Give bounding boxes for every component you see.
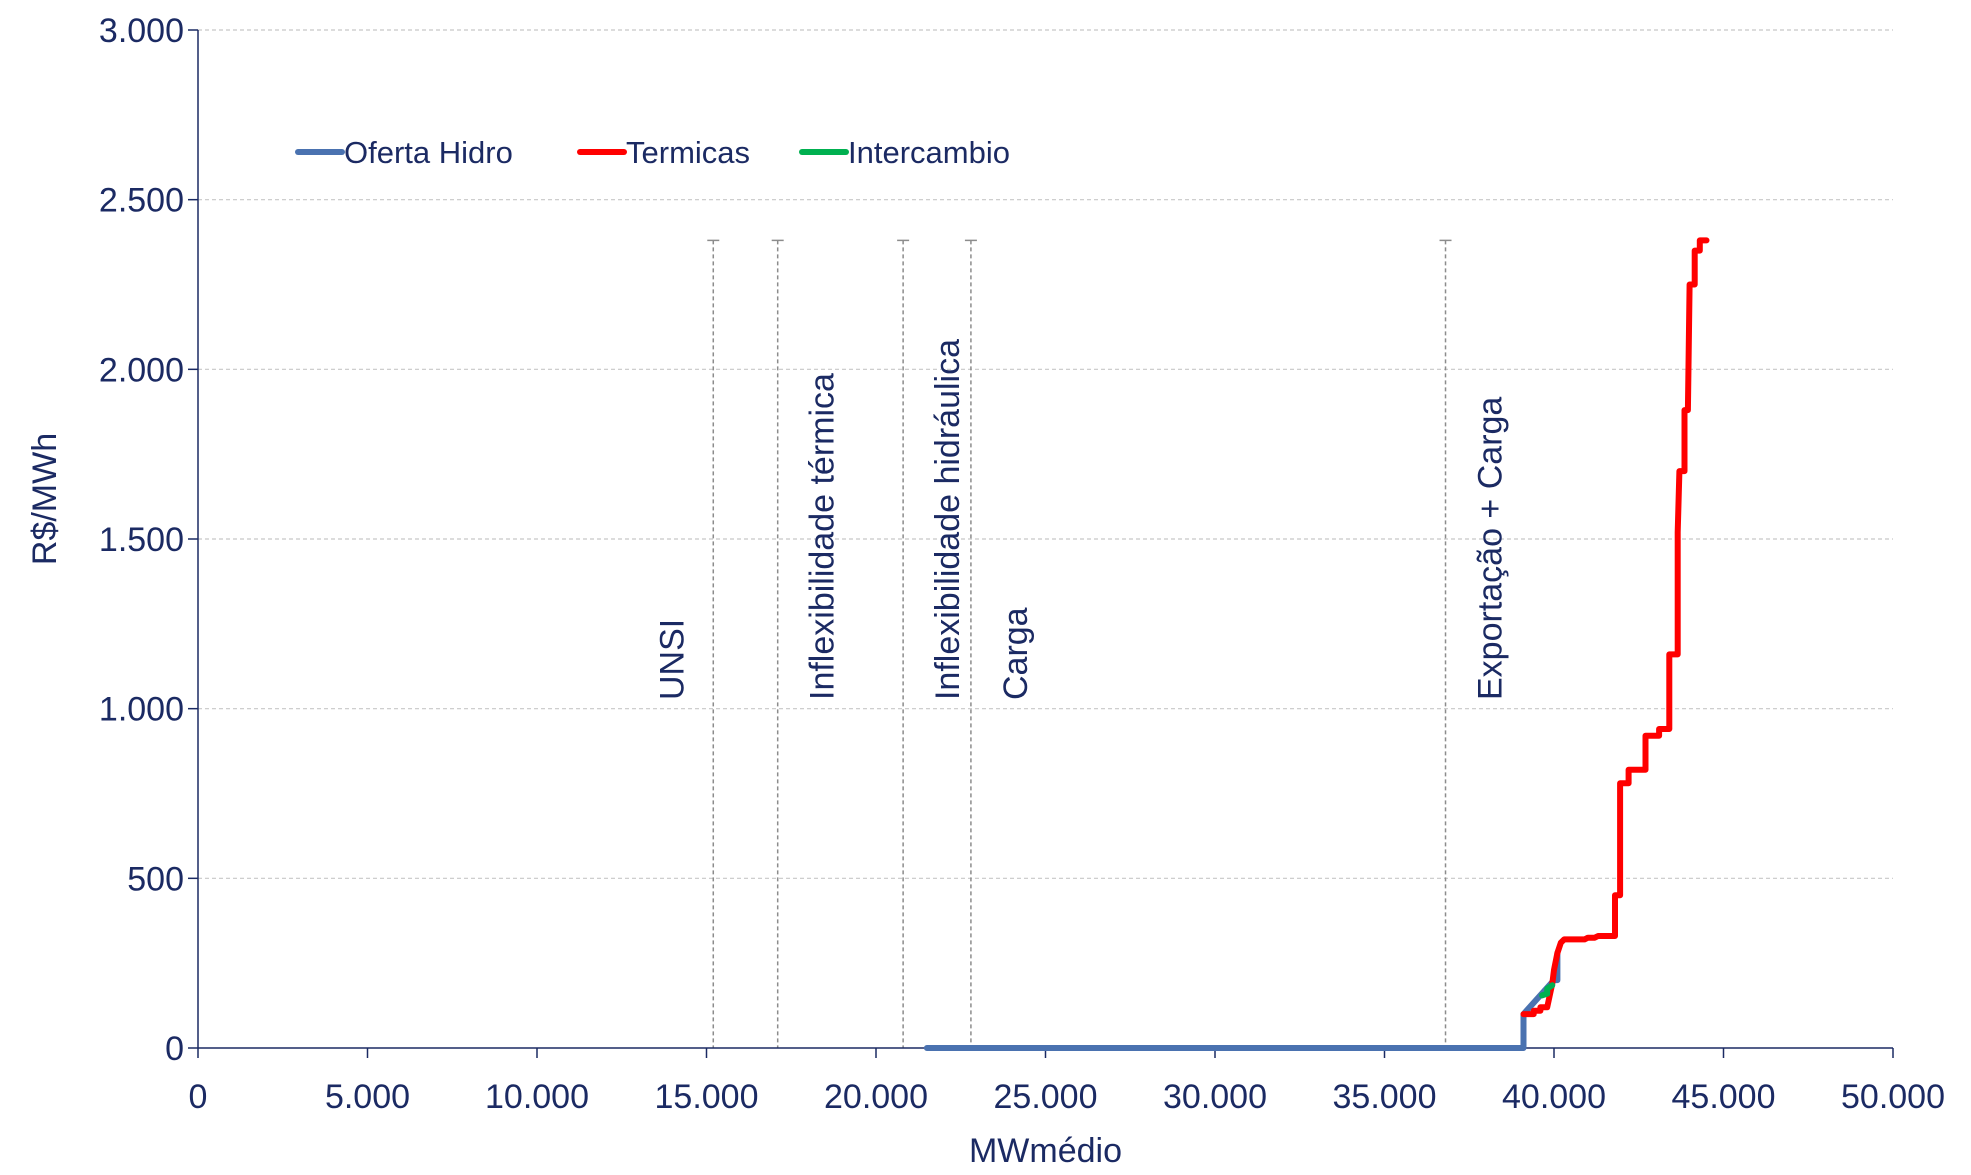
x-tick-label: 50.000 — [1841, 1078, 1945, 1116]
x-tick-label: 40.000 — [1502, 1078, 1606, 1116]
series-line — [1520, 237, 1710, 1018]
axes: 0 500 1.000 1.500 2.000 2.500 3.000 0 5.000 10.00… — [99, 12, 1945, 1116]
x-tick-label: 15.000 — [655, 1078, 759, 1116]
x-tick-label: 25.000 — [994, 1078, 1098, 1116]
reference-line-label: UNSI — [653, 619, 691, 700]
y-tick-label: 2.000 — [99, 351, 184, 389]
reference-line-label: Exportação + Carga — [1472, 397, 1510, 700]
reference-line-label: Inflexibilidade térmica — [804, 373, 842, 700]
y-tick-label: 3.000 — [99, 12, 184, 50]
grid-lines — [198, 29, 1893, 879]
x-tick-label: 5.000 — [325, 1078, 410, 1116]
legend-label: Oferta Hidro — [344, 135, 513, 170]
y-axis-title: R$/MWh — [26, 433, 64, 565]
x-tick-label: 45.000 — [1672, 1078, 1776, 1116]
x-axis-title: MWmédio — [969, 1132, 1122, 1170]
legend-label: Intercambio — [848, 135, 1010, 170]
reference-line-label: Inflexibilidade hidráulica — [929, 339, 967, 700]
reference-lines: UNSI Inflexibilidade térmica Inflexibilida… — [653, 239, 1510, 1048]
y-tick-label: 1.500 — [99, 521, 184, 559]
y-tick-label: 2.500 — [99, 182, 184, 220]
series-line — [1539, 982, 1556, 999]
x-tick-label: 30.000 — [1163, 1078, 1267, 1116]
y-tick-label: 1.000 — [99, 691, 184, 729]
y-tick-label: 500 — [127, 860, 184, 898]
x-tick-label: 10.000 — [485, 1078, 589, 1116]
reference-line-label: Carga — [997, 607, 1035, 700]
series-lines — [923, 237, 1710, 1051]
x-tick-label: 35.000 — [1333, 1078, 1437, 1116]
legend-label: Termicas — [626, 135, 750, 170]
y-tick-label: 0 — [165, 1030, 184, 1068]
x-tick-label: 0 — [189, 1078, 208, 1116]
legend: Oferta Hidro Termicas Intercambio — [295, 135, 1010, 170]
x-tick-label: 20.000 — [824, 1078, 928, 1116]
series-line — [923, 950, 1561, 1051]
